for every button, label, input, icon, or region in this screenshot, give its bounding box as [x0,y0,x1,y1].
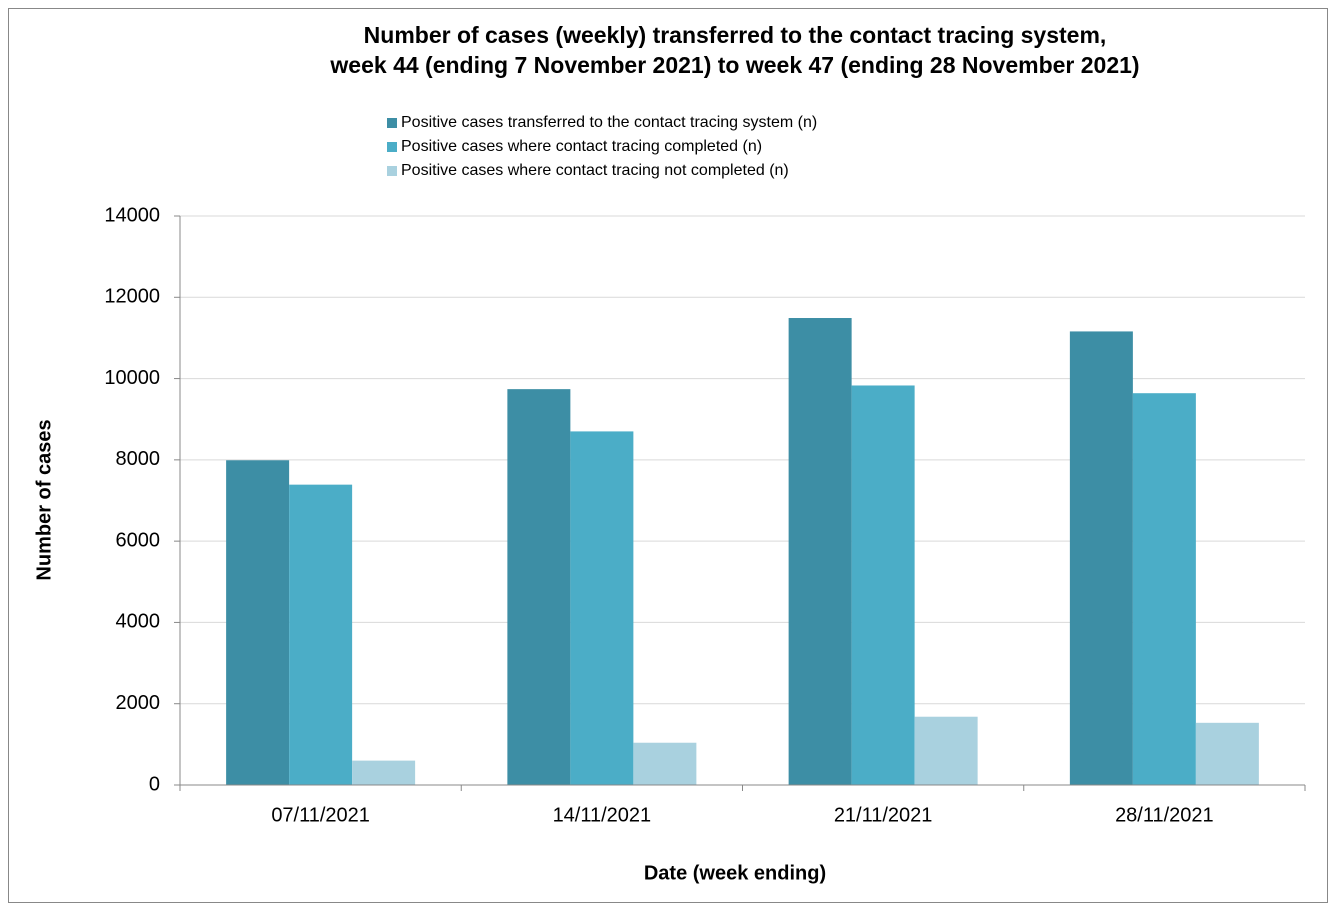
bar [226,460,290,785]
bar [1195,722,1259,785]
y-tick-label: 12000 [104,286,160,308]
bar [1069,331,1133,785]
y-tick-label: 0 [149,773,160,795]
y-tick-label: 8000 [116,448,161,470]
chart-title: Number of cases (weekly) transferred to … [364,22,1107,48]
bar [352,760,416,785]
bar [289,484,353,785]
legend-swatch [387,166,397,176]
legend-swatch [387,142,397,152]
x-tick-label: 14/11/2021 [553,804,652,826]
bar [507,389,571,785]
y-tick-label: 14000 [104,204,160,226]
bar [570,431,634,785]
y-tick-label: 4000 [116,611,161,633]
y-tick-label: 6000 [116,529,161,551]
y-axis-title: Number of cases [33,419,55,580]
legend-label: Positive cases where contact tracing not… [401,162,789,179]
bar [633,742,697,785]
legend-label: Positive cases transferred to the contac… [401,114,817,131]
x-axis-title: Date (week ending) [644,862,826,884]
legend-label: Positive cases where contact tracing com… [401,138,762,155]
bar [788,318,852,785]
x-tick-label: 21/11/2021 [834,804,933,826]
x-tick-label: 28/11/2021 [1115,804,1214,826]
chart-title: week 44 (ending 7 November 2021) to week… [329,52,1139,78]
y-tick-label: 10000 [104,367,160,389]
x-tick-label: 07/11/2021 [271,804,370,826]
bar [851,385,915,785]
y-tick-label: 2000 [116,692,161,714]
bar [914,716,978,785]
bar [1132,393,1196,785]
legend-swatch [387,118,397,128]
